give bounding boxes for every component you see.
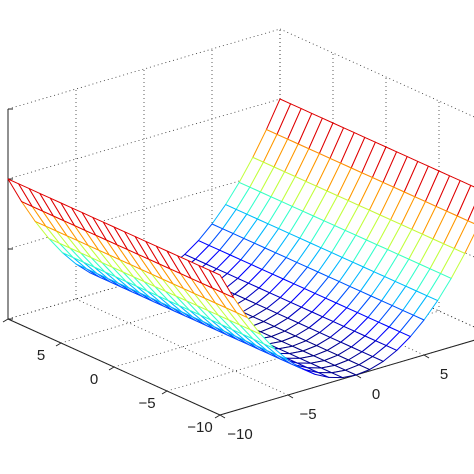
grid-line — [7, 28, 281, 110]
y-tick-label: −10 — [187, 419, 212, 436]
grid-line — [7, 168, 281, 250]
tick-mark — [55, 342, 62, 347]
grid-line — [7, 98, 281, 180]
tick-mark — [108, 366, 115, 371]
tick-mark — [214, 414, 221, 419]
x-tick-label: −10 — [227, 426, 252, 443]
grid-line — [279, 28, 474, 118]
tick-mark — [355, 374, 362, 379]
x-tick-label: 5 — [440, 366, 448, 383]
tick-mark — [423, 354, 430, 359]
tick-mark — [161, 390, 168, 395]
tick-mark — [287, 394, 294, 399]
mesh-cell — [208, 269, 235, 299]
y-tick-label: 0 — [90, 371, 98, 388]
x-tick-label: −5 — [299, 406, 316, 423]
tick-mark — [219, 414, 226, 419]
x-tick-label: 0 — [372, 386, 380, 403]
y-tick-label: −5 — [138, 395, 155, 412]
grid-line — [75, 298, 289, 396]
tick-mark — [2, 318, 9, 323]
y-tick-label: 5 — [37, 347, 45, 364]
